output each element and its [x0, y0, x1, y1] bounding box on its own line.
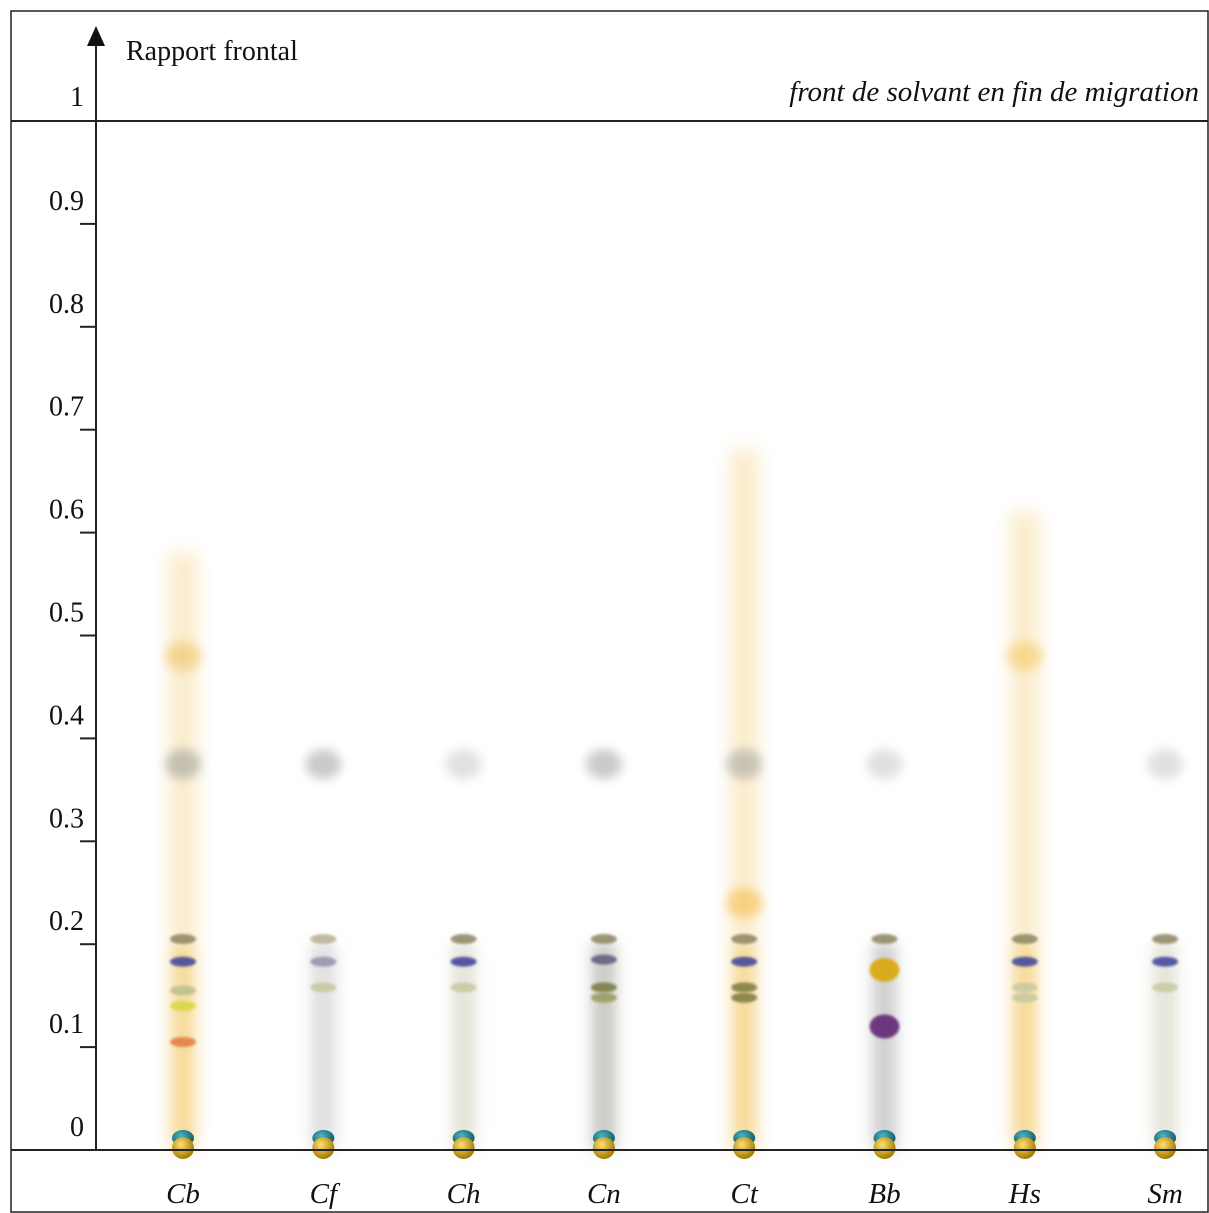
band-spot: [1011, 934, 1038, 945]
band-spot: [450, 982, 477, 993]
diffuse-spot: [1006, 641, 1043, 672]
band-spot: [1011, 982, 1038, 993]
band-spot: [450, 956, 477, 967]
diffuse-spot: [1147, 749, 1184, 780]
axis-arrow-icon: [87, 26, 105, 46]
band-spot: [869, 1014, 900, 1039]
axis-title: Rapport frontal: [126, 36, 298, 67]
lane-label: Ch: [447, 1178, 481, 1210]
lane-label: Cn: [587, 1178, 621, 1210]
lane-labels: Cb Cf Ch Cn Ct Bb Hs Sm: [166, 1178, 1183, 1210]
lane-label: Ct: [730, 1178, 758, 1210]
frame: [10, 10, 1209, 1213]
lane-smear-core: [312, 944, 335, 1150]
y-ticks: 0 0.1 0.2 0.3 0.4 0.5 0.6 0.7 0.8 0.9 1: [49, 82, 96, 1143]
lane-cf: [305, 749, 342, 1159]
lanes-layer: [165, 450, 1184, 1159]
band-spot: [170, 1000, 196, 1011]
origin-spot-yellow: [1154, 1137, 1177, 1159]
band-spot: [1152, 982, 1179, 993]
band-spot: [590, 992, 617, 1003]
tick-label: 0.1: [49, 1009, 84, 1040]
lane-ch: [445, 749, 482, 1159]
band-spot: [170, 1036, 196, 1047]
tick-label: 0.9: [49, 186, 84, 217]
diffuse-spot: [165, 641, 201, 672]
band-spot: [450, 934, 477, 945]
band-spot: [310, 934, 337, 945]
diffuse-spot: [726, 888, 763, 919]
band-spot: [310, 982, 337, 993]
tick-label: 0.4: [49, 700, 84, 731]
band-spot: [310, 956, 337, 967]
tick-label: 0.2: [49, 906, 84, 937]
diffuse-spot: [726, 749, 763, 780]
lane-ct: [726, 450, 763, 1159]
origin-spot-yellow: [873, 1137, 896, 1159]
lane-smear-core: [592, 944, 615, 1150]
tick-label: 0.7: [49, 392, 84, 423]
tick-label: 0.8: [49, 289, 84, 320]
lane-cn: [585, 749, 622, 1159]
band-spot: [170, 934, 196, 945]
band-spot: [590, 954, 617, 965]
tick-label: 1: [70, 82, 84, 113]
lane-label: Sm: [1147, 1178, 1182, 1210]
origin-spot-yellow: [312, 1137, 335, 1159]
origin-spot-yellow: [452, 1137, 475, 1159]
lane-bb: [866, 749, 903, 1159]
lane-smear-core: [452, 944, 475, 1150]
origin-spot-yellow: [1013, 1137, 1036, 1159]
lane-label: Cf: [310, 1178, 341, 1210]
diffuse-spot: [305, 749, 342, 780]
lane-smear-core: [1013, 944, 1036, 1150]
lane-smear-core: [1154, 944, 1177, 1150]
band-spot: [731, 956, 758, 967]
band-spot: [590, 934, 617, 945]
origin-spot-yellow: [592, 1137, 615, 1159]
diffuse-spot: [585, 749, 622, 780]
origin-spot-yellow: [733, 1137, 756, 1159]
diffuse-spot: [866, 749, 903, 780]
band-spot: [731, 934, 758, 945]
diffuse-spot: [165, 749, 201, 780]
lane-label: Cb: [166, 1178, 200, 1210]
band-spot: [869, 957, 900, 982]
lane-smear-core: [733, 944, 756, 1150]
lane-smear-core: [873, 944, 896, 1150]
tick-label: 0: [70, 1112, 84, 1143]
tick-label: 0.5: [49, 598, 84, 629]
tick-label: 0.6: [49, 495, 84, 526]
band-spot: [731, 982, 758, 993]
lane-hs: [1006, 512, 1043, 1159]
band-spot: [170, 985, 196, 996]
lane-label: Hs: [1008, 1178, 1041, 1210]
band-spot: [1011, 992, 1038, 1003]
band-spot: [590, 982, 617, 993]
band-spot: [1152, 956, 1179, 967]
lane-label: Bb: [868, 1178, 900, 1210]
solvent-front-label: front de solvant en fin de migration: [789, 76, 1199, 108]
origin-spot-yellow: [172, 1137, 194, 1159]
band-spot: [871, 934, 898, 945]
band-spot: [170, 956, 196, 967]
band-spot: [731, 992, 758, 1003]
band-spot: [1011, 956, 1038, 967]
tick-label: 0.3: [49, 803, 84, 834]
lane-smear-core: [172, 944, 194, 1150]
band-spot: [1152, 934, 1179, 945]
lane-cb: [165, 553, 201, 1159]
diffuse-spot: [445, 749, 482, 780]
lane-sm: [1147, 749, 1184, 1159]
